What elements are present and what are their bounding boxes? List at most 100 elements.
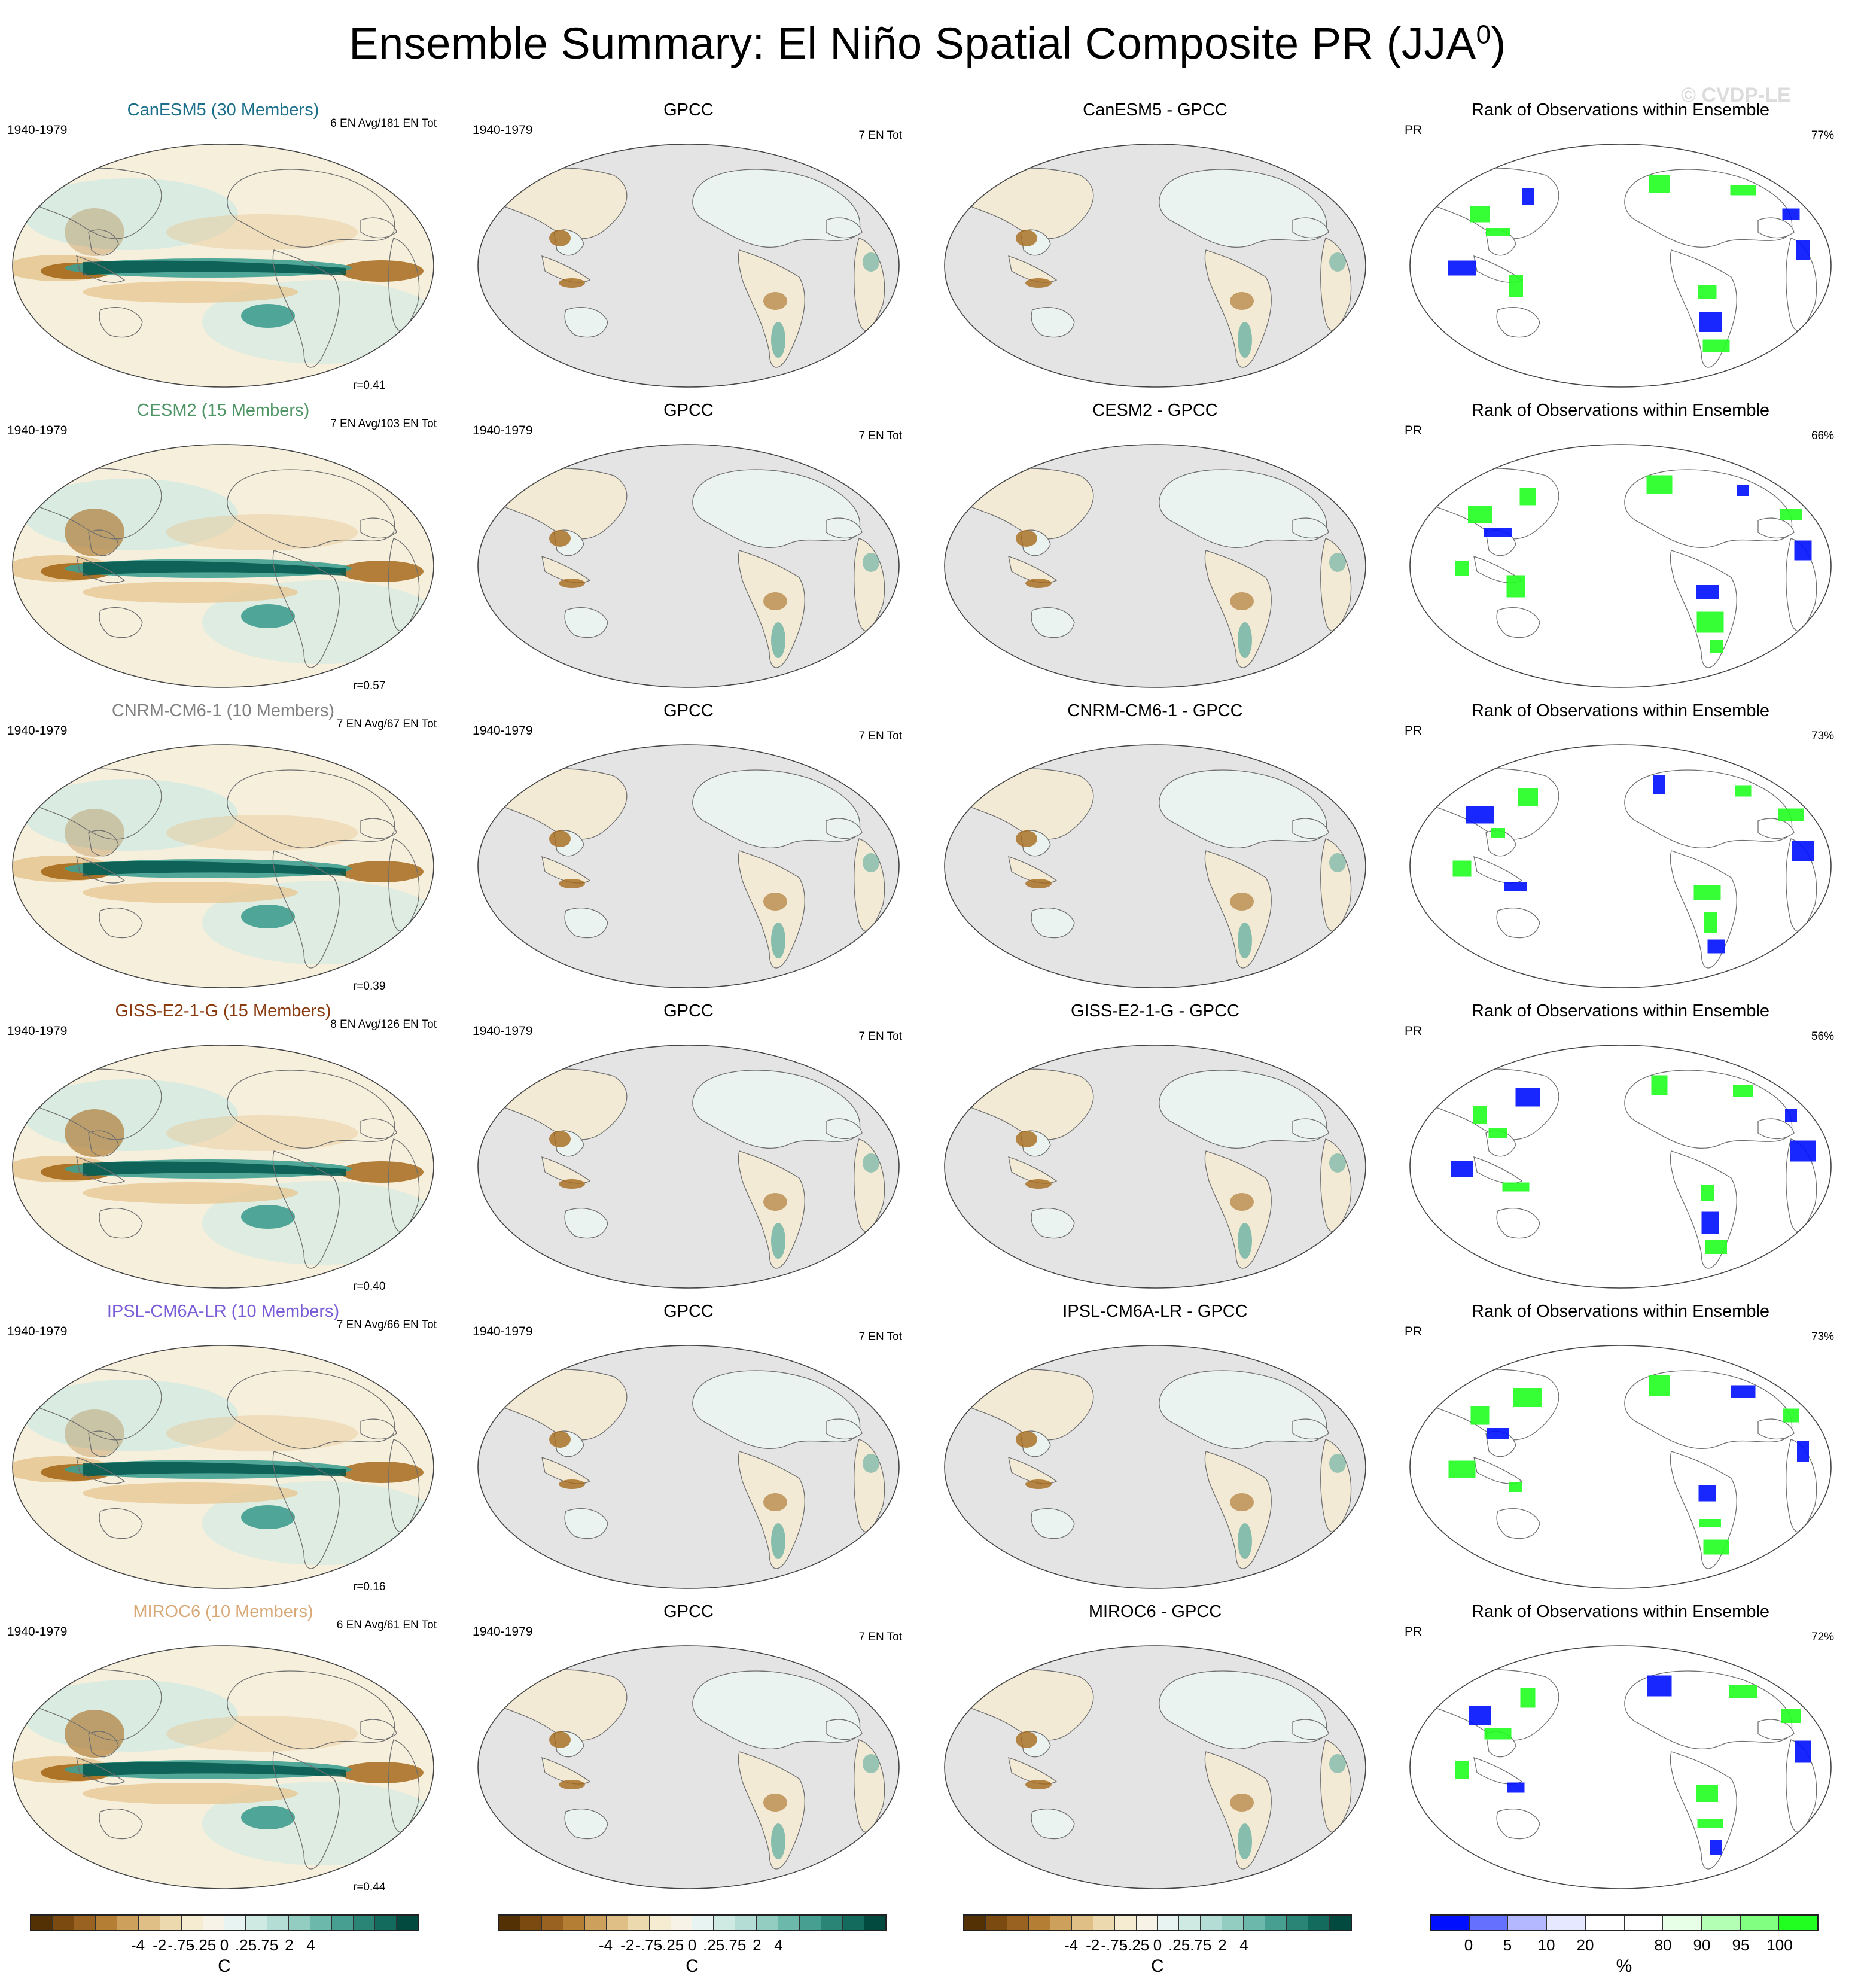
colorbar-tick-label: .75 bbox=[724, 1936, 747, 1954]
colorbar-swatch bbox=[1779, 1916, 1818, 1930]
colorbar-swatch bbox=[964, 1916, 986, 1930]
rank-high-cell bbox=[1733, 1085, 1753, 1097]
continent-outline bbox=[88, 1130, 119, 1157]
rank-low-cell bbox=[1504, 882, 1527, 891]
colorbar-swatch bbox=[800, 1916, 822, 1930]
rank-high-cell bbox=[1704, 912, 1717, 933]
rank-low-cell bbox=[1466, 806, 1494, 824]
panel-left-label: 1940-1979 bbox=[7, 724, 68, 738]
continent-outline bbox=[1292, 818, 1329, 839]
continent-outline bbox=[1757, 1418, 1795, 1440]
rank-high-cell bbox=[1705, 1240, 1727, 1254]
colorbar-swatch bbox=[310, 1916, 333, 1930]
rank-high-cell bbox=[1735, 785, 1752, 797]
map-panel-diff: IPSL-CM6A-LR - GPCC bbox=[937, 1302, 1373, 1601]
colorbar-tick-label: 2 bbox=[753, 1936, 762, 1954]
colorbar-rank-percent: 0 5 10 20 80 90 95 100% bbox=[1430, 1914, 1819, 1983]
continent-outline bbox=[541, 1457, 591, 1484]
continent-outline bbox=[1031, 1208, 1075, 1239]
colorbar-unit: C bbox=[1151, 1956, 1164, 1976]
colorbar-swatch bbox=[1093, 1916, 1115, 1930]
rank-low-cell bbox=[1795, 1740, 1811, 1763]
world-map bbox=[11, 743, 435, 990]
continent-outline bbox=[99, 1809, 143, 1840]
continent-outline bbox=[88, 830, 119, 857]
rank-high-cell bbox=[1448, 1460, 1476, 1478]
continent-outline bbox=[1496, 307, 1540, 338]
rank-high-cell bbox=[1468, 506, 1492, 523]
colorbar-swatches bbox=[30, 1914, 419, 1931]
colorbar-swatch bbox=[289, 1916, 311, 1930]
continent-outline bbox=[541, 556, 591, 583]
rank-high-cell bbox=[1696, 1785, 1718, 1802]
rank-low-cell bbox=[1698, 1485, 1716, 1502]
colorbar-swatch bbox=[332, 1916, 354, 1930]
panel-title: Rank of Observations within Ensemble bbox=[1471, 1602, 1770, 1621]
continent-outline bbox=[1496, 1809, 1540, 1840]
map-panel-obs: GPCC 1940-1979 7 EN Tot bbox=[470, 1001, 907, 1301]
colorbar-tick-label: 2 bbox=[285, 1936, 294, 1954]
colorbar-swatch bbox=[843, 1916, 864, 1930]
colorbar-tick-label: 4 bbox=[1239, 1936, 1248, 1954]
colorbar-tick-label: 4 bbox=[306, 1936, 315, 1954]
panel-right-label: 7 EN Avg/66 EN Tot bbox=[336, 1319, 437, 1331]
panel-title: CESM2 - GPCC bbox=[1092, 401, 1218, 420]
world-map bbox=[476, 1344, 901, 1590]
colorbar-swatches bbox=[498, 1914, 887, 1931]
panel-right-label: 73% bbox=[1811, 1331, 1834, 1343]
colorbar-swatch bbox=[181, 1916, 203, 1930]
rank-low-cell bbox=[1790, 1140, 1816, 1162]
colorbar-swatch bbox=[563, 1916, 585, 1930]
rank-high-cell bbox=[1701, 1185, 1714, 1201]
world-map bbox=[943, 1043, 1367, 1290]
panel-left-label: PR bbox=[1405, 1024, 1423, 1038]
continent-outline bbox=[826, 1719, 863, 1740]
colorbar-swatch bbox=[95, 1916, 117, 1930]
panel-right-label: 7 EN Tot bbox=[858, 1030, 902, 1043]
continent-outline bbox=[99, 607, 143, 638]
map-panel-model: MIROC6 (10 Members) 1940-1979 6 EN Avg/61 … bbox=[5, 1602, 441, 1901]
colorbar-swatch bbox=[1244, 1916, 1266, 1930]
continent-outline bbox=[692, 769, 861, 848]
rank-low-cell bbox=[1792, 841, 1814, 861]
rank-high-cell bbox=[1778, 808, 1804, 821]
colorbar-tick-label: -2 bbox=[620, 1936, 635, 1954]
panel-title: GPCC bbox=[663, 1602, 714, 1621]
rank-high-cell bbox=[1693, 885, 1721, 900]
continent-outline bbox=[272, 550, 340, 668]
colorbar-swatch bbox=[1469, 1916, 1509, 1930]
continent-outline bbox=[227, 469, 395, 548]
rank-high-cell bbox=[1484, 1728, 1512, 1740]
rank-high-cell bbox=[1486, 228, 1510, 236]
continent-outline bbox=[272, 1751, 340, 1870]
rank-high-cell bbox=[1509, 1482, 1522, 1492]
map-panel-diff: CanESM5 - GPCC bbox=[937, 101, 1373, 400]
colorbar-tick-label: -.25 bbox=[189, 1936, 217, 1954]
map-panel-rank: Rank of Observations within Ensemble PR 77… bbox=[1402, 101, 1839, 400]
continent-outline bbox=[227, 1670, 395, 1749]
rank-high-cell bbox=[1506, 575, 1525, 598]
continent-outline bbox=[826, 1418, 863, 1440]
colorbar-swatch bbox=[499, 1916, 520, 1930]
rank-low-cell bbox=[1796, 240, 1810, 260]
continent-outline bbox=[826, 1118, 863, 1140]
colorbar-tick-label: -.25 bbox=[1122, 1936, 1150, 1954]
panel-right-label: 7 EN Avg/103 EN Tot bbox=[330, 418, 437, 430]
map-panel-rank: Rank of Observations within Ensemble PR 73… bbox=[1402, 701, 1839, 1000]
colorbar-tick-label: 5 bbox=[1503, 1936, 1512, 1954]
continent-outline bbox=[541, 1757, 591, 1785]
continent-outline bbox=[227, 1370, 395, 1449]
panel-left-label: PR bbox=[1405, 424, 1423, 437]
colorbar-swatch bbox=[671, 1916, 693, 1930]
pattern-correlation: r=0.16 bbox=[353, 1581, 386, 1593]
panel-title: GPCC bbox=[663, 101, 714, 120]
rank-low-cell bbox=[1737, 485, 1749, 496]
world-map bbox=[11, 1043, 435, 1290]
colorbar-swatch bbox=[1028, 1916, 1050, 1930]
colorbar-swatch bbox=[267, 1916, 290, 1930]
rank-high-cell bbox=[1470, 206, 1490, 223]
world-map bbox=[1408, 1344, 1833, 1590]
colorbar-obs-anomaly: -4 -2 -.75 -.25 0 .25.75 2 4 C bbox=[498, 1914, 887, 1983]
rank-low-cell bbox=[1653, 775, 1665, 794]
map-panel-model: GISS-E2-1-G (15 Members) 1940-1979 8 EN Av… bbox=[5, 1001, 441, 1301]
